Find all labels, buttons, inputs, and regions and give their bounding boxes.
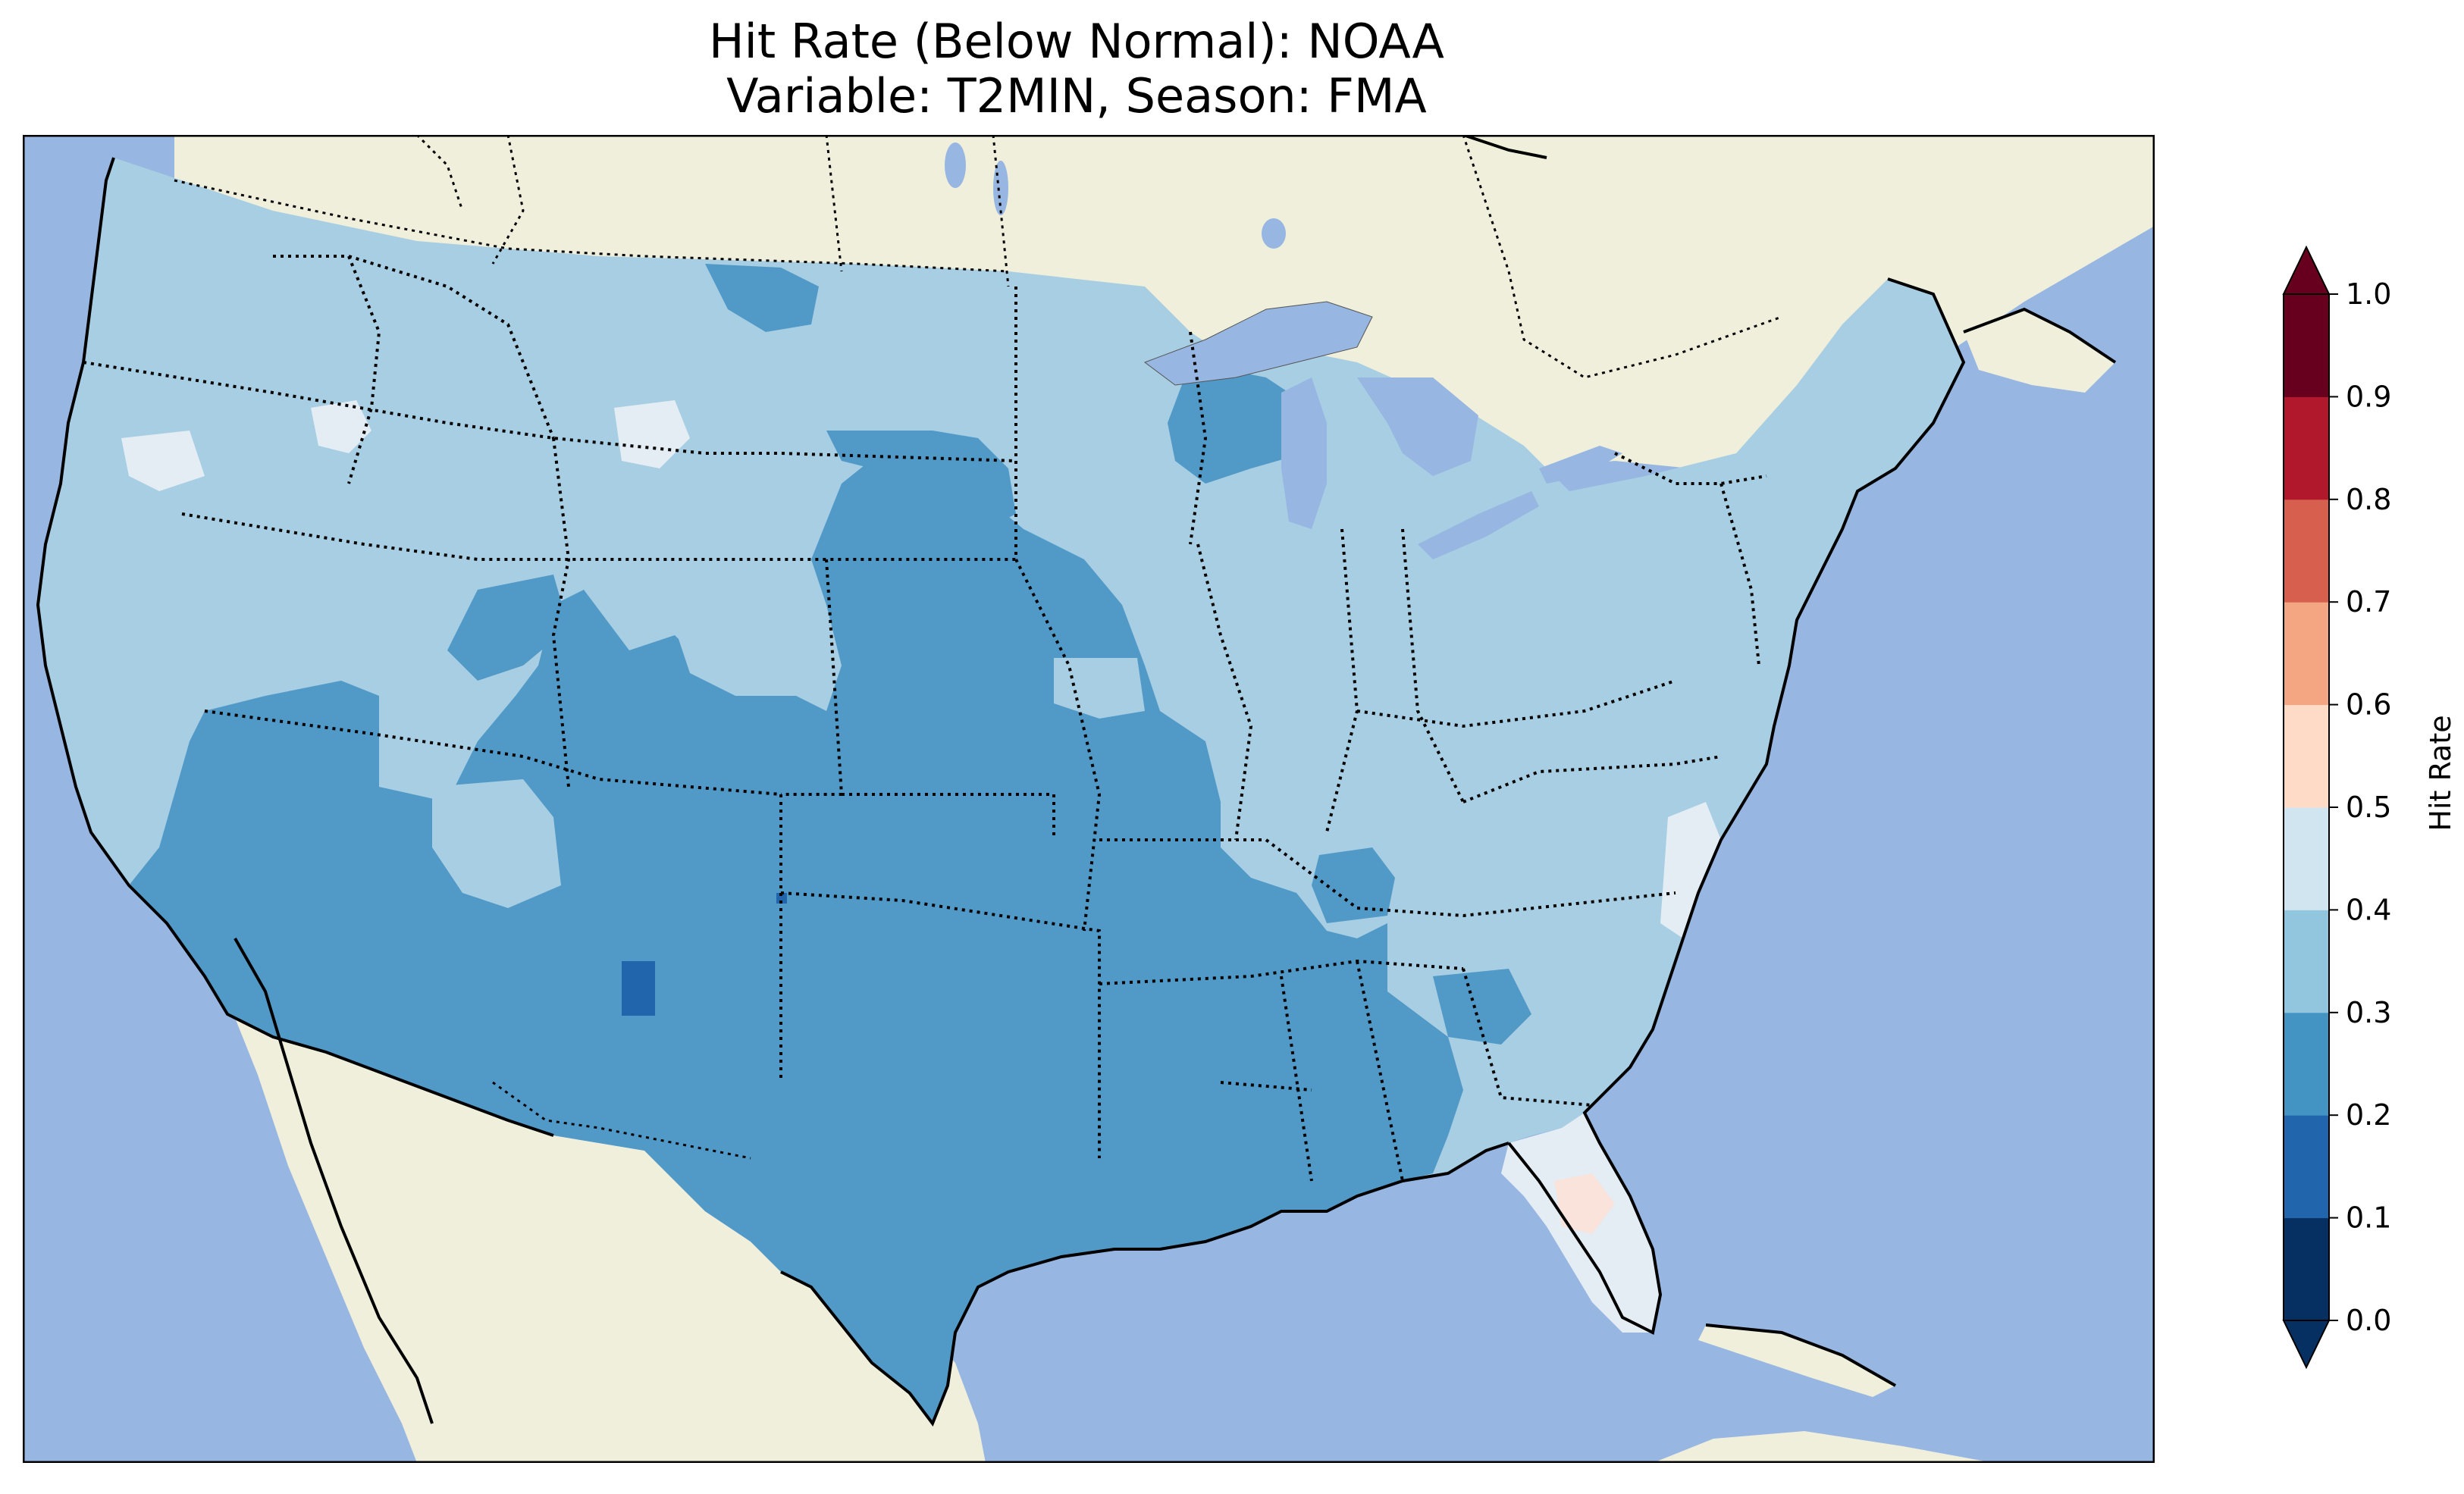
- colorbar-ticks: 0.0 0.1 0.2 0.3 0.4 0.5 0.6 0.7 0.8 0.9 1.0: [2329, 277, 2391, 1337]
- colorbar-tick-label: 0.9: [2346, 380, 2391, 413]
- region-hit-rate-0-4-0-5-nc-coast: [1660, 802, 1721, 938]
- region-hit-rate-0-4-0-5-wyoming: [614, 400, 690, 468]
- colorbar-bin: [2284, 396, 2329, 500]
- maritimes-land: [1964, 309, 2115, 393]
- colorbar-tick-label: 0.5: [2346, 791, 2391, 824]
- lake-ontario: [1539, 446, 1622, 484]
- colorbar-bin: [2284, 294, 2329, 397]
- region-hit-rate-0-5-0-6-florida: [1554, 1173, 1615, 1234]
- colorbar-bins: [2282, 245, 2331, 1370]
- colorbar-tick-label: 0.1: [2346, 1201, 2391, 1235]
- canada-land: [174, 135, 2155, 468]
- colorbar-bin: [2284, 807, 2329, 910]
- region-hit-rate-0-4-0-5-idaho: [311, 400, 371, 453]
- region-hit-rate-0-3-0-4-arizona: [432, 779, 561, 908]
- region-hit-rate-0-2-0-3-wyoming: [447, 575, 569, 681]
- lake-michigan: [1281, 377, 1327, 529]
- colorbar-extend-min: [2282, 1320, 2331, 1370]
- canada-lake: [1262, 218, 1286, 249]
- state-borders: [83, 255, 1767, 1182]
- colorbar-tick-label: 0.4: [2346, 893, 2391, 926]
- lake-erie: [1418, 491, 1539, 559]
- southern-land: [1653, 1431, 1994, 1463]
- colorbar-bin: [2284, 1115, 2329, 1219]
- colorbar-tick-label: 0.0: [2346, 1304, 2391, 1337]
- region-hit-rate-0-3-0-4-missouri: [1054, 658, 1145, 719]
- region-hit-rate-0-2-0-3-montana: [705, 264, 819, 332]
- chart-title-line-1: Hit Rate (Below Normal): NOAA: [709, 14, 1444, 69]
- us-hit-rate-map: [23, 135, 2155, 1463]
- chart-title-line-2: Variable: T2MIN, Season: FMA: [726, 68, 1427, 124]
- coastlines: [36, 135, 2117, 1427]
- colorbar-bin: [2284, 1217, 2329, 1321]
- colorbar-tick-label: 0.7: [2346, 585, 2391, 619]
- colorbar-bin: [2284, 1012, 2329, 1116]
- colorbar-bin: [2284, 602, 2329, 706]
- colorbar-extend-max: [2282, 245, 2331, 295]
- colorbar-tick-label: 0.6: [2346, 688, 2391, 722]
- cuba-land: [1698, 1325, 1895, 1397]
- colorbar-bin: [2284, 704, 2329, 808]
- colorbar-label: Hit Rate: [2424, 715, 2457, 831]
- colorbar-bin: [2284, 499, 2329, 603]
- region-hit-rate-0-2-0-3-tennessee: [1312, 847, 1395, 923]
- region-hit-rate-0-3-0-4-colorado: [675, 620, 811, 696]
- canada-lake: [993, 161, 1008, 215]
- baja-land: [227, 938, 432, 1424]
- colorbar-outline: [2283, 293, 2330, 1321]
- region-hit-rate-0-4-0-5-oregon: [121, 431, 205, 491]
- map-frame: [23, 135, 2155, 1463]
- canada-lake: [945, 143, 966, 188]
- country-borders: [174, 135, 1782, 1160]
- colorbar-tick-label: 0.8: [2346, 483, 2391, 516]
- region-hit-rate-0-2-0-3-georgia: [1433, 969, 1531, 1045]
- lake-huron: [1357, 377, 1478, 476]
- colorbar-tick-label: 1.0: [2346, 277, 2391, 311]
- region-hit-rate-0-1-0-2-nm-point: [776, 893, 787, 904]
- colorbar-tick-label: 0.2: [2346, 1098, 2391, 1132]
- colorbar-tick-label: 0.3: [2346, 996, 2391, 1029]
- region-hit-rate-0-1-0-2-new-mexico: [622, 961, 655, 1016]
- colorbar-bin: [2284, 910, 2329, 1013]
- lake-superior: [1143, 301, 1373, 386]
